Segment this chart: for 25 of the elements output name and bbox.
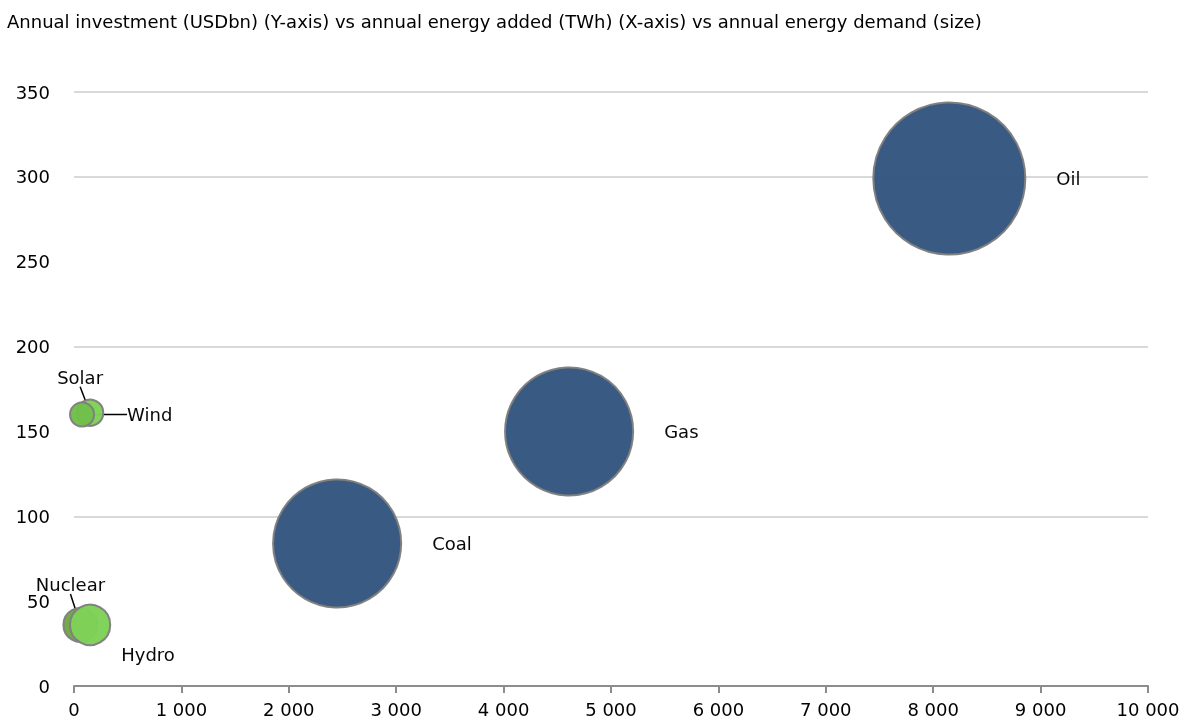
x-tick-label: 7 000 [800,698,852,720]
series-label: Wind [127,403,173,425]
x-tick-label: 9 000 [1014,698,1067,720]
x-tick-label: 4 000 [477,698,530,720]
y-tick-label: 250 [15,251,50,273]
x-tick-label: 3 000 [370,698,422,720]
y-tick-label: 350 [15,81,50,103]
y-tick-label: 0 [38,675,50,697]
series-label: Gas [664,420,699,442]
x-tick-label: 5 000 [585,698,637,720]
y-tick-label: 300 [15,166,50,188]
series-label: Coal [432,532,472,554]
y-tick-label: 100 [15,505,50,527]
y-tick-label: 200 [15,336,50,358]
y-tick-label: 150 [15,420,50,442]
x-tick-label: 0 [68,698,80,720]
x-tick-label: 2 000 [263,698,315,720]
series-label: Hydro [121,644,175,666]
x-tick-label: 1 000 [155,698,208,720]
x-tick-label: 6 000 [692,698,745,720]
x-tick-label: 8 000 [907,698,959,720]
x-tick-label: 10 000 [1116,698,1180,720]
series-label: Solar [57,367,104,389]
series-label: Oil [1056,168,1081,190]
chart-title: Annual investment (USDbn) (Y-axis) vs annual energy added (TWh) (X-axis) vs annual energy demand (size) [7,10,982,32]
